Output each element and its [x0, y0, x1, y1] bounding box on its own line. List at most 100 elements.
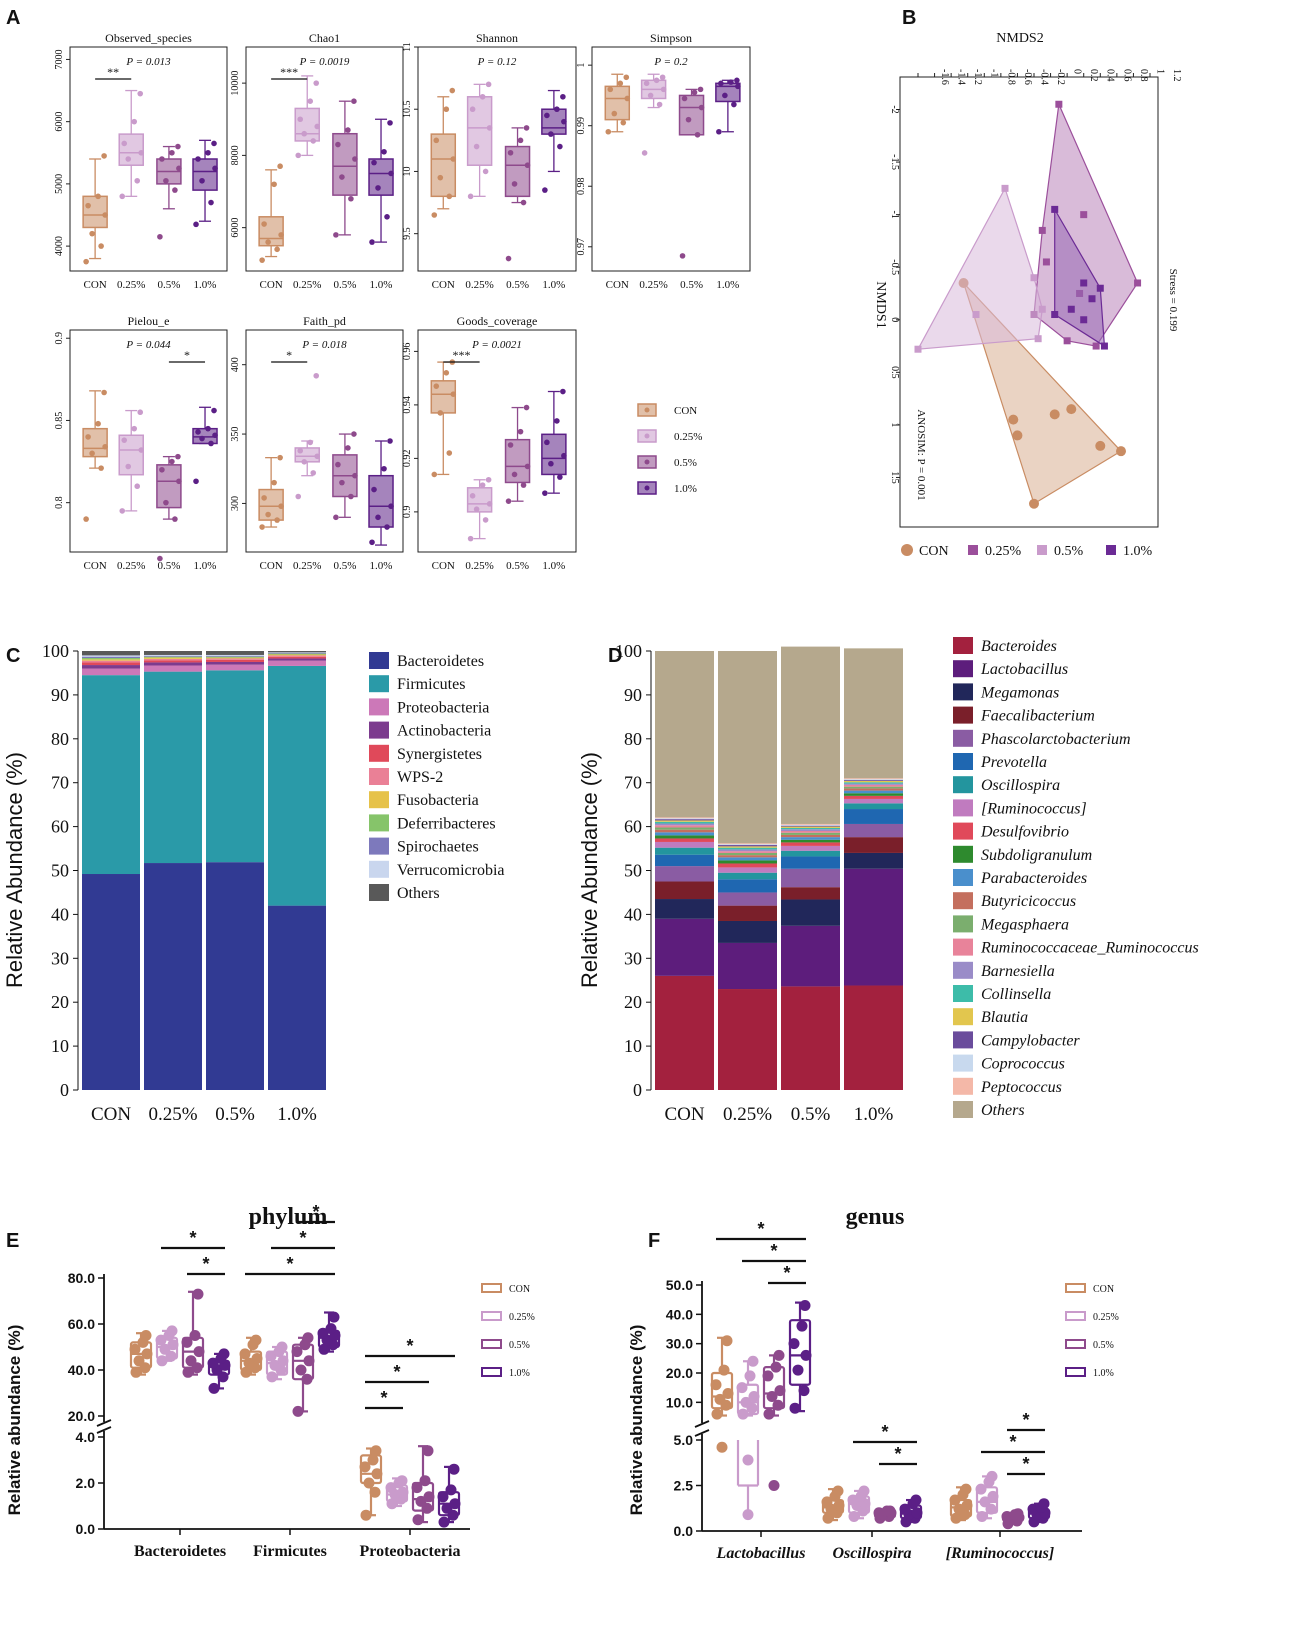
- bar-segment-lactobacillus: [844, 868, 903, 986]
- data-point: [134, 483, 141, 490]
- y-tick-label: 0: [60, 1080, 69, 1100]
- bar-segment-fusobacteria: [206, 657, 264, 659]
- nmds-point: [1038, 305, 1046, 313]
- y-tick-label: 4.0: [76, 1429, 96, 1445]
- y-tick-label: 20.0: [68, 1408, 95, 1424]
- bar-segment--ruminococcus-: [655, 841, 714, 848]
- legend-label: CON: [1093, 1284, 1114, 1295]
- data-point: [314, 123, 321, 130]
- bar-segment-collinsella: [718, 847, 777, 850]
- y-tick-label: 0.94: [402, 396, 413, 414]
- data-point: [557, 143, 563, 150]
- data-point: [722, 1388, 734, 1400]
- data-point: [607, 86, 614, 93]
- data-point: [313, 80, 320, 86]
- data-point: [482, 517, 489, 523]
- bar-segment-proteobacteria: [268, 660, 326, 666]
- y-tick-label: -0.5: [889, 259, 900, 275]
- bar-segment-deferribacteres: [268, 653, 326, 655]
- legend-swatch: [369, 814, 389, 832]
- data-point: [697, 86, 704, 93]
- y-tick-label: 90: [624, 685, 642, 705]
- data-point: [375, 185, 381, 191]
- y-tick-label: -1.5: [889, 154, 900, 170]
- data-point: [387, 438, 393, 444]
- box: [715, 82, 741, 103]
- data-point: [317, 1327, 329, 1339]
- data-point: [265, 1350, 277, 1362]
- alpha-subplot-shannon: Shannon P = 0.12 9.5 10 10.5 11 CON 0.25% 0.5% 1.…: [402, 31, 577, 291]
- data-point: [486, 501, 493, 507]
- data-point: [189, 1330, 201, 1341]
- bar-segment-deferribacteres: [82, 658, 140, 660]
- bar-segment-actinobacteria: [82, 665, 140, 669]
- legend-label: 0.25%: [1093, 1312, 1119, 1323]
- x-tick-label: 0.5%: [215, 1104, 255, 1125]
- panel-c-phylum-stacked: 0 10 20 30 40 50 60 70 80 90 100 Relative Abundance…: [2, 641, 505, 1125]
- data-point: [277, 163, 283, 170]
- box: [192, 158, 218, 191]
- legend-swatch: [953, 1031, 973, 1049]
- x-tick-label: CON: [432, 279, 455, 291]
- data-point: [363, 1477, 375, 1489]
- legend-label: [Ruminococcus]: [981, 800, 1087, 817]
- nmds-point: [1095, 440, 1106, 451]
- data-point: [163, 499, 169, 506]
- y-tick-label: 0.92: [402, 450, 413, 468]
- nmds-point: [1096, 284, 1104, 292]
- data-point: [261, 495, 267, 501]
- bar-segment-desulfovibrio: [844, 795, 903, 799]
- significance-label: ***: [280, 65, 298, 79]
- bar-segment-phascolarctobacterium: [655, 866, 714, 882]
- legend-label: 0.25%: [985, 544, 1022, 559]
- bar-segment-wps-2: [268, 655, 326, 657]
- data-point: [641, 150, 648, 156]
- y-axis-title: Relative Abundance (%): [577, 752, 602, 988]
- bar-segment-megamonas: [781, 899, 840, 926]
- bar-segment-blautia: [844, 780, 903, 783]
- data-point: [156, 1355, 168, 1367]
- data-point: [647, 92, 654, 99]
- data-point: [278, 503, 284, 510]
- y-tick-label: 0.98: [576, 177, 587, 195]
- data-point: [737, 1408, 749, 1420]
- bar-segment-ruminococcaceae-ruminococcus: [718, 851, 777, 853]
- data-point: [371, 1468, 383, 1480]
- data-point: [517, 137, 524, 144]
- y-tick-label: 10: [51, 1036, 69, 1056]
- data-point: [172, 516, 178, 522]
- bar-segment-fusobacteria: [268, 654, 326, 656]
- legend-label: 1.0%: [1093, 1368, 1114, 1379]
- data-point: [774, 1385, 786, 1397]
- data-point: [441, 1502, 453, 1514]
- data-point: [89, 450, 95, 457]
- x-tick-label: CON: [84, 279, 107, 291]
- data-point: [523, 404, 530, 411]
- legend-dot: [644, 459, 650, 465]
- data-point: [716, 1441, 728, 1453]
- data-point: [507, 442, 514, 448]
- bar-segment-bacteroides: [844, 985, 903, 1090]
- x-tick-label: 1.0%: [716, 279, 739, 291]
- legend-marker: [1037, 545, 1047, 555]
- y-tick-label: 40: [51, 904, 69, 924]
- data-point: [718, 80, 724, 87]
- data-point: [271, 181, 277, 188]
- y-tick-label: 0: [633, 1080, 642, 1100]
- x-tick-label: 0.5%: [506, 560, 529, 572]
- legend-label: CON: [919, 544, 949, 559]
- legend-label: Blautia: [981, 1009, 1028, 1026]
- y-tick-label: 1: [889, 422, 900, 427]
- data-point: [212, 432, 218, 439]
- data-point: [367, 1454, 379, 1466]
- hull-0.5%: [916, 186, 1043, 350]
- bar-segment-collinsella: [781, 827, 840, 830]
- x-tick-label: CON: [432, 560, 455, 572]
- data-point: [297, 447, 304, 454]
- bar-segment-prevotella: [718, 879, 777, 893]
- data-point: [141, 1348, 153, 1360]
- bar-segment-firmicutes: [268, 665, 326, 906]
- nmds-point: [1116, 446, 1126, 457]
- nmds-point: [1051, 311, 1059, 319]
- data-point: [736, 1382, 748, 1394]
